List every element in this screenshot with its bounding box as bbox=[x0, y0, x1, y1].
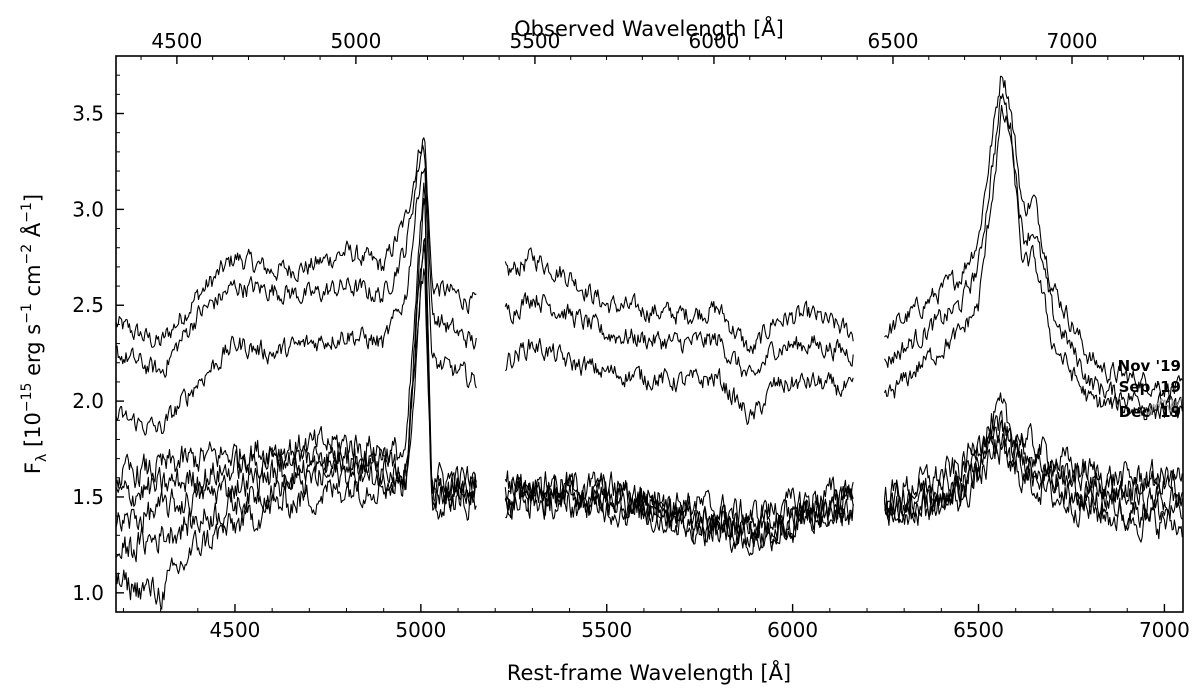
ticks-layer: 4500 5000 5500 6000 6500 7000 4500 5000 5500 6000… bbox=[72, 29, 1190, 642]
spectrum-line bbox=[115, 268, 1183, 610]
legend-label-dec-19: Dec '19 bbox=[1119, 403, 1181, 421]
legend: Nov '19 Sep '19 Dec '19 bbox=[1118, 357, 1181, 421]
y-axis-title: Fλ [10−15 erg s−1 cm−2 Å−1] bbox=[19, 194, 50, 474]
x2-tick-label: 5500 bbox=[509, 29, 560, 53]
spectrum-line bbox=[115, 104, 1183, 436]
x-tick-label: 5000 bbox=[395, 618, 446, 642]
x-tick-label: 7000 bbox=[1139, 618, 1190, 642]
spectrum-line bbox=[115, 75, 1183, 401]
spectrum-line bbox=[115, 244, 1183, 563]
y-tick-label: 3.0 bbox=[72, 197, 104, 221]
y-tick-label: 1.0 bbox=[72, 581, 104, 605]
x-tick-label: 5500 bbox=[581, 618, 632, 642]
legend-label-nov-19: Nov '19 bbox=[1118, 357, 1181, 375]
x2-axis-title: Observed Wavelength [Å] bbox=[514, 15, 784, 41]
legend-label-sep-19: Sep '19 bbox=[1119, 378, 1181, 396]
y-tick-label: 2.5 bbox=[72, 293, 104, 317]
x-tick-label: 4500 bbox=[210, 618, 261, 642]
y-tick-label: 2.0 bbox=[72, 389, 104, 413]
x2-tick-label: 4500 bbox=[151, 29, 202, 53]
series-layer bbox=[115, 75, 1184, 610]
y-tick-label: 1.5 bbox=[72, 485, 104, 509]
x-tick-label: 6500 bbox=[953, 618, 1004, 642]
x-tick-label: 6000 bbox=[767, 618, 818, 642]
x2-tick-label: 6500 bbox=[868, 29, 919, 53]
x2-tick-label: 6000 bbox=[688, 29, 739, 53]
y-tick-label: 3.5 bbox=[72, 102, 104, 126]
x-axis-title: Rest-frame Wavelength [Å] bbox=[507, 659, 791, 685]
spectrum-line bbox=[115, 93, 1183, 419]
plot-frame bbox=[115, 55, 1184, 613]
spectrum-line-grey bbox=[1145, 396, 1184, 415]
x2-tick-label: 7000 bbox=[1047, 29, 1098, 53]
x2-tick-label: 5000 bbox=[330, 29, 381, 53]
